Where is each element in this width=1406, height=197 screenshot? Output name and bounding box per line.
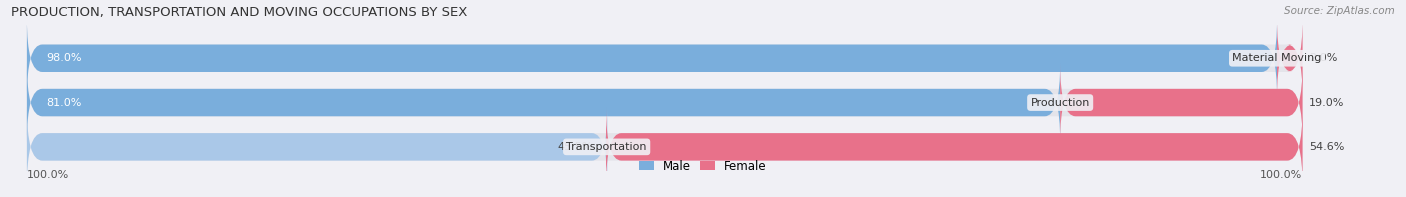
Text: Source: ZipAtlas.com: Source: ZipAtlas.com — [1284, 6, 1395, 16]
Text: 100.0%: 100.0% — [27, 170, 69, 180]
Text: 2.0%: 2.0% — [1309, 53, 1337, 63]
Legend: Male, Female: Male, Female — [640, 160, 766, 173]
FancyBboxPatch shape — [1060, 63, 1302, 142]
Text: 98.0%: 98.0% — [46, 53, 82, 63]
Text: 81.0%: 81.0% — [46, 98, 82, 108]
FancyBboxPatch shape — [27, 19, 1277, 98]
Text: Production: Production — [1031, 98, 1090, 108]
FancyBboxPatch shape — [27, 63, 1302, 142]
Text: 54.6%: 54.6% — [1309, 142, 1344, 152]
FancyBboxPatch shape — [27, 107, 607, 186]
FancyBboxPatch shape — [27, 63, 1060, 142]
FancyBboxPatch shape — [606, 107, 1302, 186]
Text: PRODUCTION, TRANSPORTATION AND MOVING OCCUPATIONS BY SEX: PRODUCTION, TRANSPORTATION AND MOVING OC… — [11, 6, 468, 19]
Text: 100.0%: 100.0% — [1260, 170, 1302, 180]
FancyBboxPatch shape — [27, 107, 1302, 186]
Text: Transportation: Transportation — [567, 142, 647, 152]
FancyBboxPatch shape — [1277, 19, 1302, 98]
Text: 19.0%: 19.0% — [1309, 98, 1344, 108]
Text: Material Moving: Material Moving — [1232, 53, 1322, 63]
FancyBboxPatch shape — [27, 19, 1302, 98]
Text: 45.5%: 45.5% — [558, 142, 593, 152]
